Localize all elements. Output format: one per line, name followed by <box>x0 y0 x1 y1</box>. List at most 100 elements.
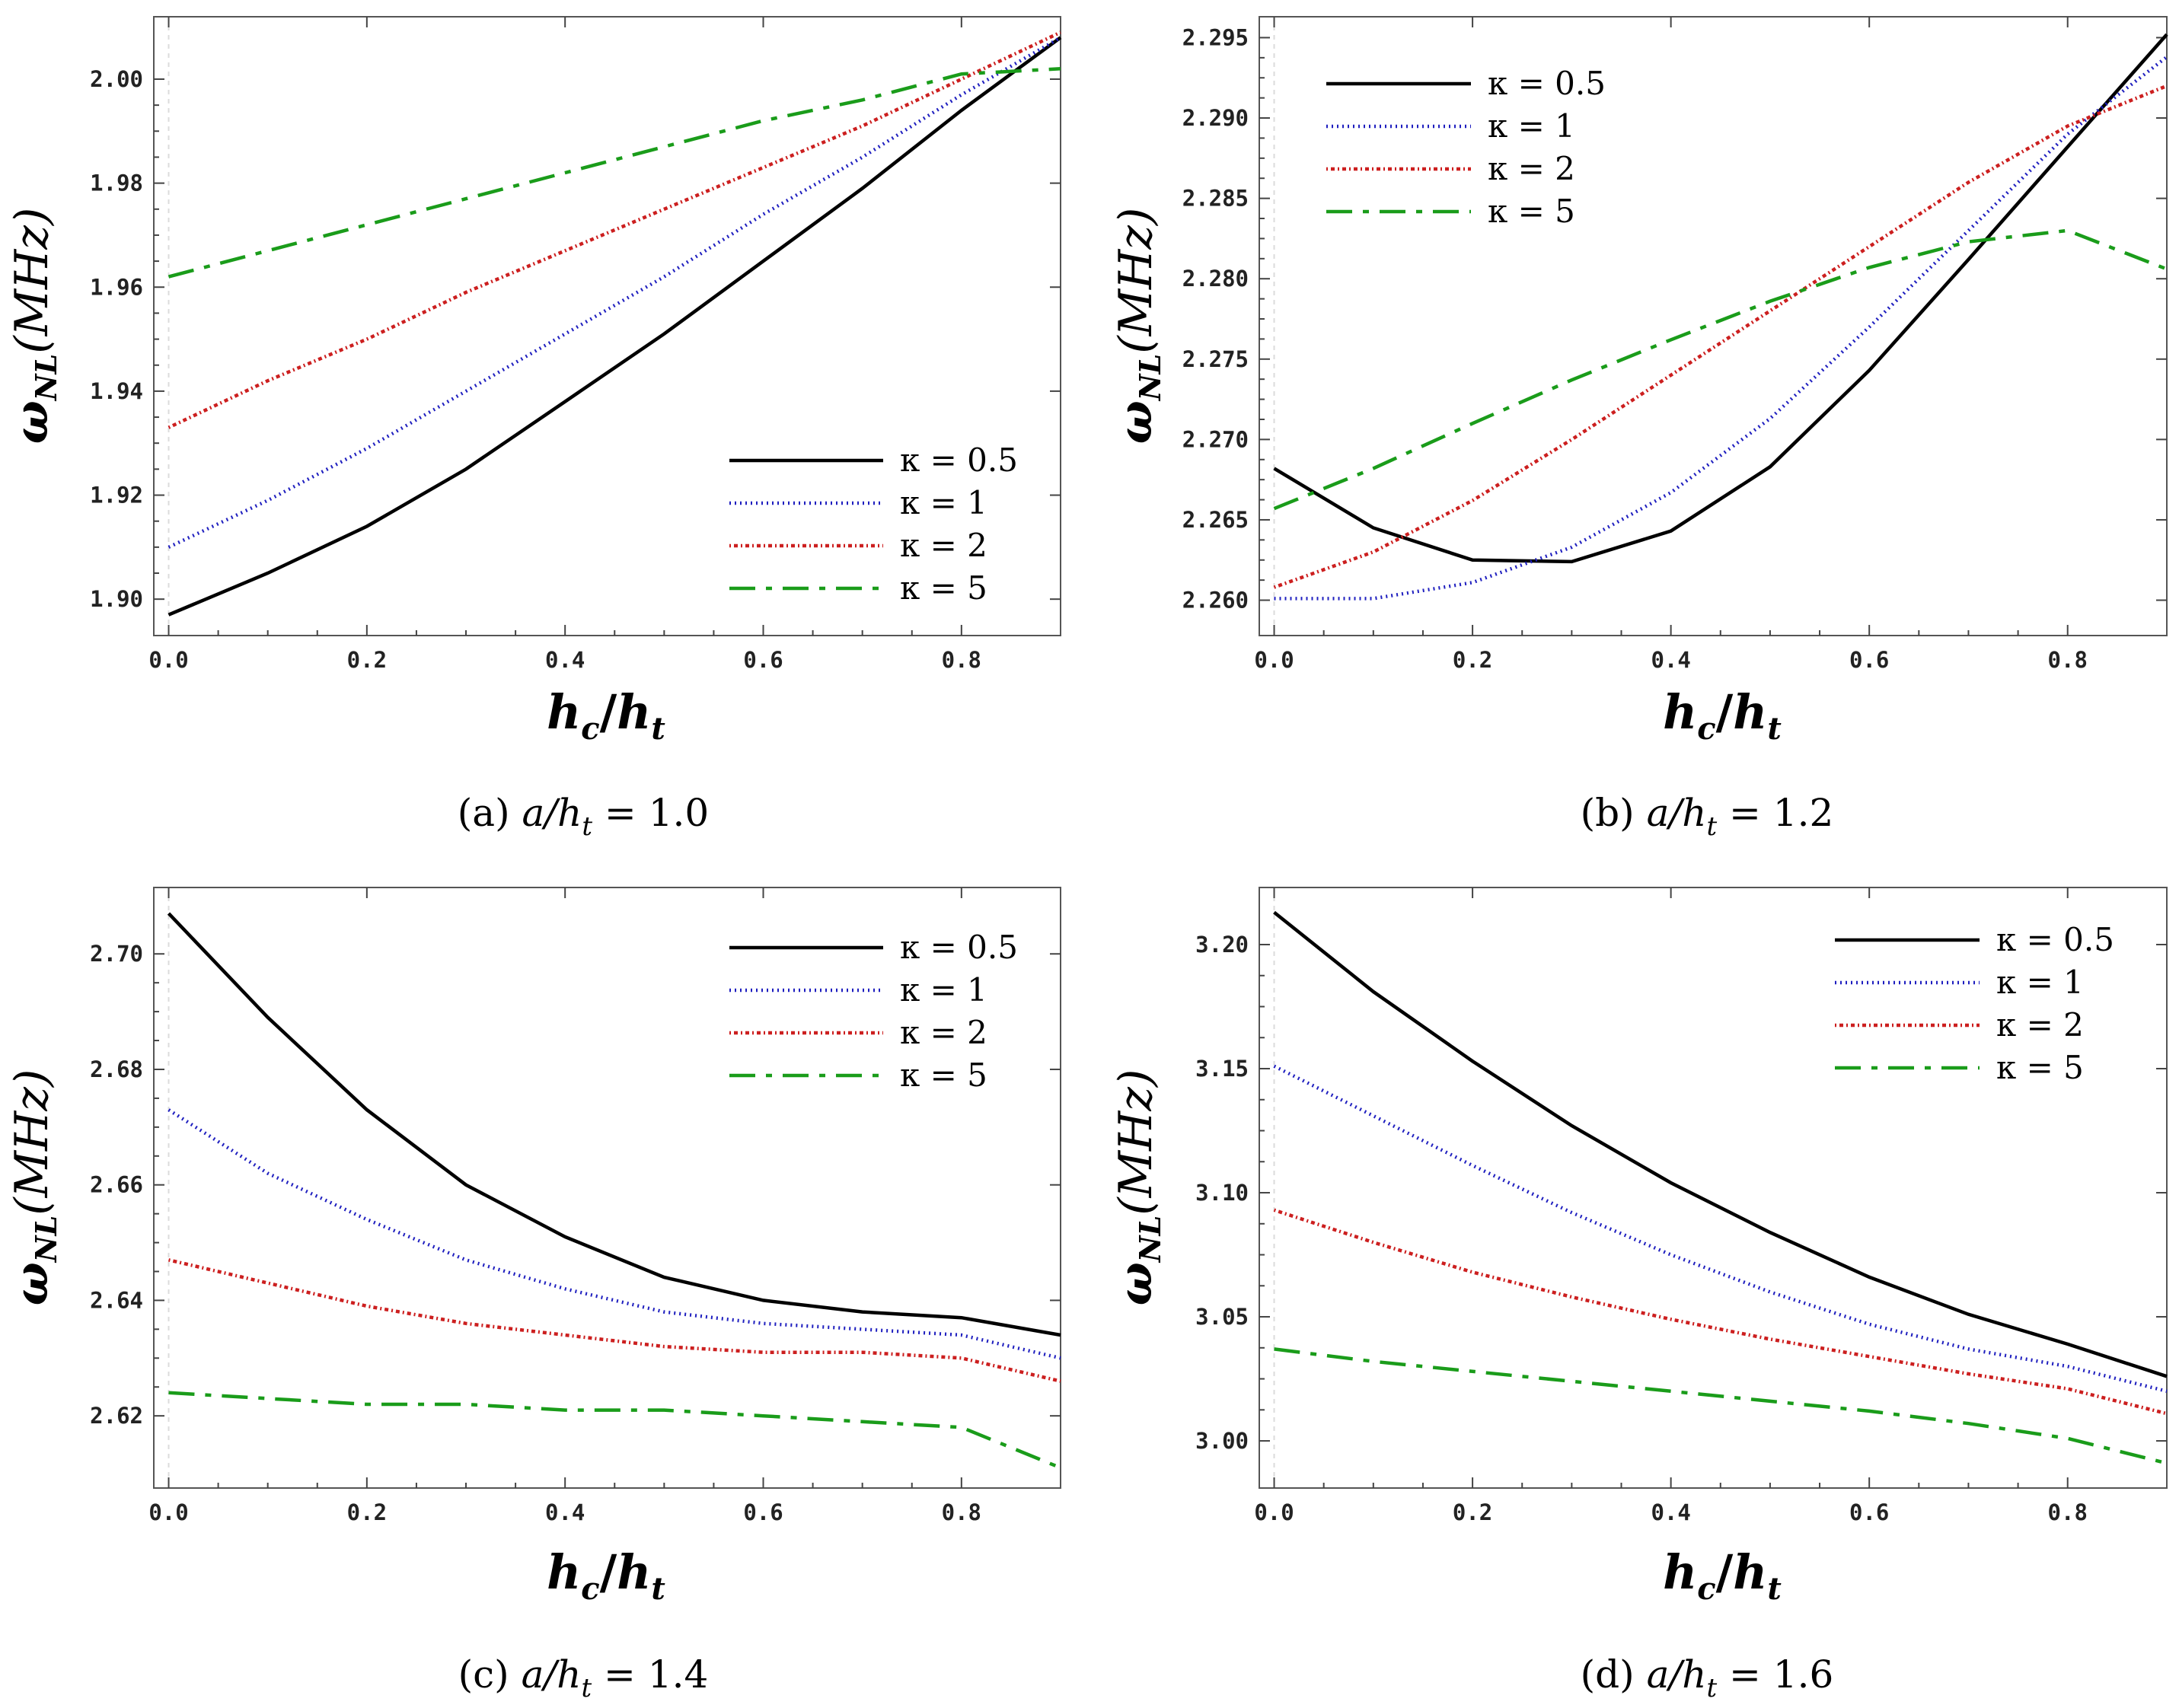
x-title-sub1: c <box>581 1571 599 1607</box>
caption-subscript: t <box>581 1673 592 1703</box>
caption-value: = 1.4 <box>592 1652 708 1697</box>
y-tick-label: 2.265 <box>1182 507 1249 533</box>
y-title-unit: (MHz) <box>1109 1069 1163 1216</box>
y-tick-label: 2.66 <box>90 1172 143 1198</box>
x-title-sub1: c <box>1697 711 1715 747</box>
y-tick-label: 2.260 <box>1182 588 1249 613</box>
x-title-sub2: t <box>651 711 665 747</box>
caption-ratio: a/h <box>522 1652 582 1697</box>
x-tick-label: 0.6 <box>743 1499 783 1525</box>
x-title-slash: / <box>600 684 617 740</box>
legend-label: κ = 0.5 <box>1996 921 2114 958</box>
x-tick-label: 0.8 <box>2048 1499 2088 1525</box>
legend: κ = 0.5 κ = 1 κ = 2 κ = 5 <box>729 441 1018 607</box>
x-tick-label: 0.0 <box>1254 647 1294 673</box>
y-axis-title: ωNL(MHz) <box>5 1069 63 1306</box>
chart-panel-d: 0.0 0.2 0.4 0.6 0.8 3.00 3.05 3.10 3.15 3.20 κ = 0… <box>1109 887 2168 1703</box>
caption-space <box>510 791 522 835</box>
x-tick-label: 0.2 <box>347 1499 387 1525</box>
series-line-3 <box>1273 228 2168 511</box>
caption-value: = 1.0 <box>592 791 709 835</box>
x-tick-label: 0.4 <box>1651 647 1690 673</box>
x-title-sub2: t <box>1767 711 1782 747</box>
x-tick-label: 0.0 <box>148 1499 188 1525</box>
x-tick-label: 0.2 <box>1453 1499 1492 1525</box>
y-tick-label: 2.275 <box>1182 346 1249 372</box>
x-axis-title: hc/ht <box>1663 1544 1782 1607</box>
chart-panel-a: 0.0 0.2 0.4 0.6 0.8 1.90 1.92 1.94 1.96 1.98 2.00 κ… <box>5 16 1062 842</box>
y-tick-label: 3.10 <box>1195 1180 1249 1206</box>
y-tick-label: 3.20 <box>1195 932 1249 958</box>
series-line-3 <box>1274 1347 2168 1465</box>
caption-label: (a) <box>458 791 510 835</box>
y-axis-title: ωNL(MHz) <box>1109 208 1167 445</box>
series-line-3 <box>168 1391 1061 1470</box>
y-tick-label: 2.70 <box>90 941 143 967</box>
chart-panel-b: 0.0 0.2 0.4 0.6 0.8 2.260 2.265 2.270 2.275 2.280… <box>1109 16 2168 842</box>
caption-ratio: a/h <box>1647 1652 1707 1697</box>
y-title-unit: (MHz) <box>5 208 59 354</box>
caption-subscript: t <box>1706 811 1717 842</box>
legend: κ = 0.5 κ = 1 κ = 2 κ = 5 <box>1326 65 1606 230</box>
x-tick-label: 0.4 <box>1651 1499 1690 1525</box>
legend-label: κ = 2 <box>900 1014 987 1051</box>
x-title-slash: / <box>1716 684 1734 740</box>
x-axis-title: hc/ht <box>1663 684 1782 747</box>
legend-label: κ = 1 <box>900 484 987 521</box>
plot-frame <box>153 887 1061 1489</box>
y-title-subscript: NL <box>1133 1216 1167 1263</box>
x-tick-label: 0.6 <box>1849 1499 1889 1525</box>
legend-label: κ = 0.5 <box>1488 65 1606 102</box>
y-tick-label: 2.64 <box>90 1287 143 1313</box>
x-title-h2: h <box>1733 1544 1767 1600</box>
legend: κ = 0.5 κ = 1 κ = 2 κ = 5 <box>729 929 1018 1094</box>
legend-label: κ = 0.5 <box>900 441 1018 479</box>
y-tick-label: 2.00 <box>90 66 143 92</box>
plot-frame <box>1259 16 2168 636</box>
legend-label: κ = 1 <box>900 971 987 1009</box>
series-line-1 <box>1273 1064 2168 1393</box>
x-title-h2: h <box>617 1544 651 1600</box>
y-axis-title: ωNL(MHz) <box>5 208 63 445</box>
y-tick-label: 2.295 <box>1182 24 1249 50</box>
legend-label: κ = 5 <box>900 1056 987 1094</box>
caption-label: (c) <box>458 1652 509 1697</box>
x-tick-label: 0.0 <box>148 647 188 673</box>
legend-label: κ = 5 <box>1996 1049 2084 1086</box>
y-tick-label: 1.90 <box>90 586 143 612</box>
series-line-1 <box>1274 56 2168 601</box>
y-title-unit: (MHz) <box>5 1069 59 1216</box>
y-tick-label: 1.92 <box>90 483 143 508</box>
y-tick-label: 2.285 <box>1182 186 1249 212</box>
series-line-0 <box>1273 910 2168 1378</box>
x-axis-title: hc/ht <box>547 1544 665 1607</box>
y-title-symbol: ω <box>1109 1262 1163 1305</box>
x-tick-label: 0.4 <box>545 1499 585 1525</box>
y-tick-label: 3.15 <box>1195 1056 1249 1082</box>
caption-value: = 1.2 <box>1717 791 1833 835</box>
y-title-unit: (MHz) <box>1109 208 1163 354</box>
x-title-h1: h <box>1663 1544 1697 1600</box>
y-tick-label: 2.270 <box>1182 426 1249 452</box>
series-line-3 <box>167 67 1061 279</box>
series-line-0 <box>167 912 1061 1337</box>
legend-label: κ = 5 <box>900 569 987 607</box>
legend-label: κ = 5 <box>1488 193 1575 230</box>
x-title-h1: h <box>547 684 581 740</box>
x-title-slash: / <box>600 1544 617 1600</box>
caption-ratio: a/h <box>522 791 582 835</box>
x-title-sub2: t <box>651 1571 665 1607</box>
x-tick-label: 0.8 <box>2048 647 2088 673</box>
legend-label: κ = 2 <box>1996 1006 2084 1044</box>
series-line-0 <box>1273 33 2168 564</box>
legend-label: κ = 2 <box>1488 150 1575 187</box>
x-tick-label: 0.2 <box>347 647 387 673</box>
x-axis-title: hc/ht <box>547 684 665 747</box>
series-line-2 <box>1273 84 2168 589</box>
panel-caption: (b) a/ht = 1.2 <box>1581 791 1834 842</box>
y-title-subscript: NL <box>1133 354 1167 401</box>
caption-ratio: a/h <box>1647 791 1707 835</box>
y-tick-label: 2.62 <box>90 1403 143 1429</box>
y-title-symbol: ω <box>5 400 59 444</box>
y-tick-label: 1.96 <box>90 274 143 300</box>
